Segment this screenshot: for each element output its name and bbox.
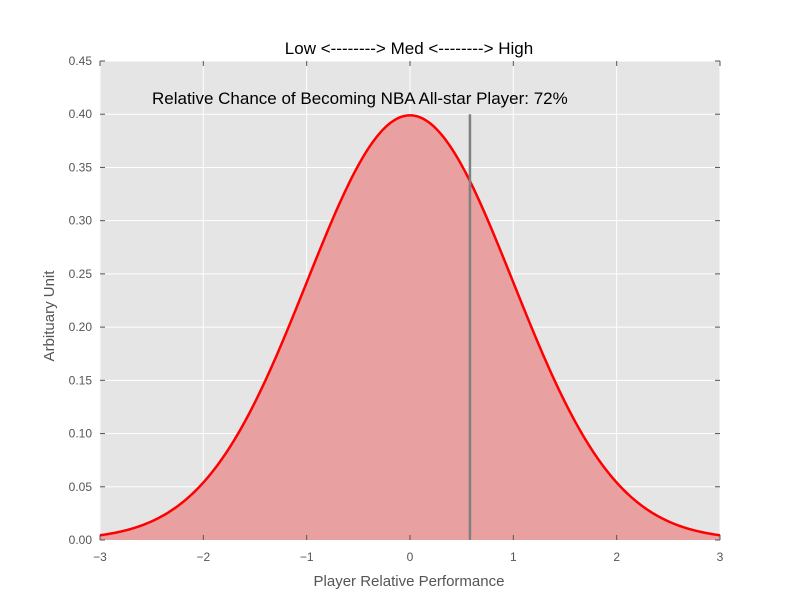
axis-ticks [99, 60, 721, 541]
y-tick-label: 0.25 [69, 267, 93, 281]
distribution-curve [99, 114, 721, 537]
distribution-area [100, 115, 720, 540]
y-tick-label: 0.05 [69, 480, 93, 494]
y-axis-label: Arbituary Unit [41, 270, 58, 362]
y-tick-label: 0.45 [69, 54, 93, 68]
x-axis-label: Player Relative Performance [314, 573, 505, 590]
x-tick-label: 3 [717, 550, 724, 564]
x-tick-label: −3 [93, 550, 107, 564]
x-tick-label: −1 [300, 550, 314, 564]
y-axis-tick-labels: 0.00 0.05 0.10 0.15 0.20 0.25 0.30 0.35 0.40 0.45 [69, 54, 93, 547]
y-tick-label: 0.10 [69, 427, 93, 441]
x-tick-label: 2 [613, 550, 620, 564]
y-tick-label: 0.20 [69, 320, 93, 334]
x-axis-tick-labels: −3 −2 −1 0 1 2 3 [93, 550, 724, 564]
y-tick-label: 0.15 [69, 373, 93, 387]
x-tick-label: −2 [196, 550, 210, 564]
y-tick-label: 0.40 [69, 107, 93, 121]
x-tick-label: 0 [407, 550, 414, 564]
chart-title: Low <--------> Med <--------> High [285, 39, 533, 58]
y-tick-label: 0.00 [69, 533, 93, 547]
y-tick-label: 0.30 [69, 214, 93, 228]
x-tick-label: 1 [510, 550, 517, 564]
y-tick-label: 0.35 [69, 160, 93, 174]
annotation-text: Relative Chance of Becoming NBA All-star… [152, 89, 568, 108]
